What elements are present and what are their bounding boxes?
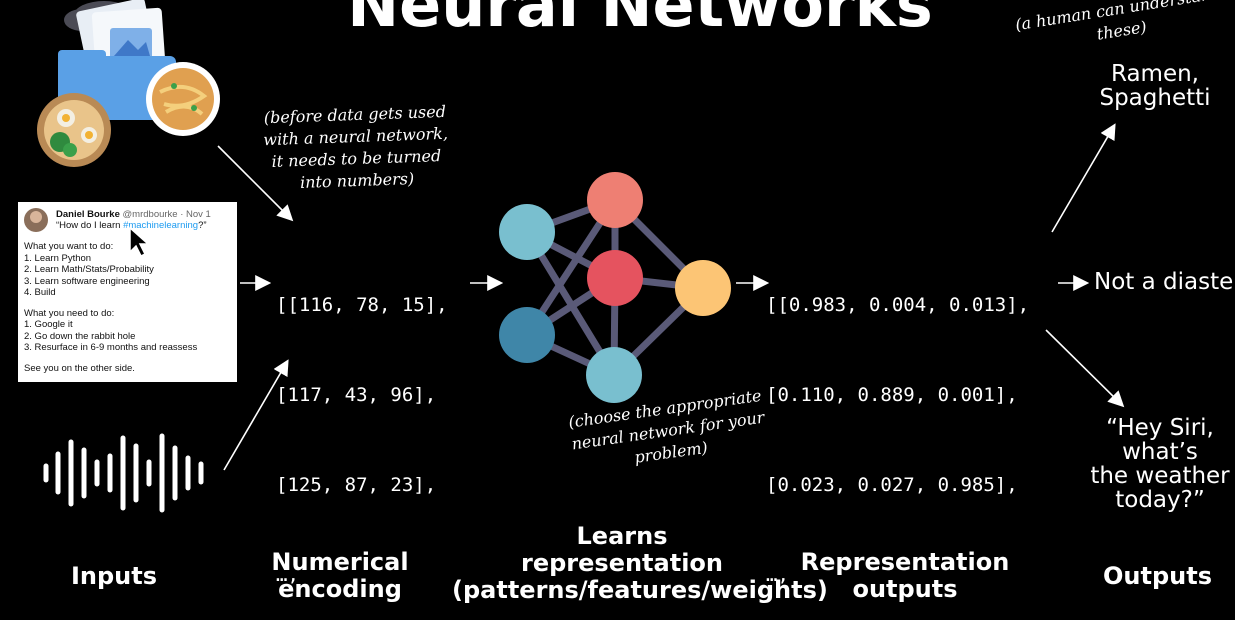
network-node — [675, 260, 731, 316]
hashtag-link[interactable]: #machinelearning — [123, 220, 199, 231]
tweet-need-item: 2. Go down the rabbit hole — [24, 330, 136, 342]
representation-output-tensor: [[0.983, 0.004, 0.013], [0.110, 0.889, 0… — [766, 230, 1029, 620]
tweet-need-item: 3. Resurface in 6-9 months and reassess — [24, 342, 198, 353]
network-node — [499, 307, 555, 363]
network-node — [499, 204, 555, 260]
tensor-row: [117, 43, 96], — [276, 384, 437, 406]
section-outputs: Outputs — [1103, 562, 1212, 590]
tweet-want-item: 3. Learn software engineering — [24, 275, 150, 287]
section-representation-outputs: Representation outputs — [800, 549, 1010, 603]
output-siri: “Hey Siri, what’s the weather today?” — [1070, 416, 1235, 512]
output-line: the weather — [1090, 463, 1230, 489]
section-line: Representation — [800, 548, 1010, 576]
network-node — [586, 347, 642, 403]
tweet-need-item: 1. Google it — [24, 319, 73, 330]
tweet-card: Daniel Bourke @mrdbourke · Nov 1 “How do… — [18, 202, 237, 382]
section-line: Numerical — [271, 548, 409, 576]
tweet-quote-end: ?” — [198, 220, 207, 231]
section-line: (patterns/features/weights) — [452, 576, 828, 604]
tweet-handle: @mrdbourke · Nov 1 — [122, 208, 211, 220]
tensor-row: [[0.983, 0.004, 0.013], — [766, 294, 1030, 316]
page-title: Neural Networks — [347, 0, 933, 41]
tweet-want-title: What you want to do: — [24, 241, 114, 252]
network-node — [587, 250, 643, 306]
neural-network-diagram — [499, 172, 731, 403]
mouse-cursor-icon — [129, 226, 150, 258]
section-numerical-encoding: Numerical encoding — [260, 549, 420, 603]
output-not-disaster: Not a diaster — [1094, 269, 1235, 295]
section-line: Learns — [576, 522, 668, 550]
tweet-quote-text: “How do I learn — [56, 220, 124, 231]
tensor-row: [[116, 78, 15], — [276, 294, 448, 316]
tensor-row: [125, 87, 23], — [276, 474, 437, 496]
section-inputs: Inputs — [70, 562, 158, 590]
output-line: “Hey Siri, what’s — [1106, 415, 1214, 465]
tweet-want-item: 2. Learn Math/Stats/Probability — [24, 264, 154, 275]
output-line: Ramen, — [1110, 61, 1199, 87]
output-food: Ramen, Spaghetti — [1070, 62, 1235, 110]
numerical-encoding-tensor: [[116, 78, 15], [117, 43, 96], [125, 87,… — [276, 230, 448, 620]
tweet-want-item: 1. Learn Python — [24, 252, 92, 264]
annotation-before-data: (before data gets used with a neural net… — [235, 100, 478, 196]
tweet-author: Daniel Bourke — [56, 208, 120, 220]
output-line: today?” — [1115, 487, 1205, 513]
audio-waveform-icon — [43, 433, 204, 513]
avatar — [24, 208, 48, 232]
network-node — [587, 172, 643, 228]
folder-with-food-icon — [37, 0, 220, 167]
tensor-row: …, — [766, 564, 789, 586]
output-line: Spaghetti — [1099, 85, 1211, 111]
section-line: encoding — [278, 575, 402, 603]
tweet-want-item: 4. Build — [24, 287, 56, 298]
section-line: representation — [521, 549, 723, 577]
tensor-row: [0.110, 0.889, 0.001], — [766, 384, 1018, 406]
section-learns-representation: Learns representation (patterns/features… — [452, 522, 828, 604]
tensor-row: …, — [276, 564, 299, 586]
section-line: outputs — [852, 575, 958, 603]
tensor-row: [0.023, 0.027, 0.985], — [766, 474, 1018, 496]
tweet-footer: See you on the other side. — [24, 362, 135, 374]
tweet-need-title: What you need to do: — [24, 307, 115, 319]
